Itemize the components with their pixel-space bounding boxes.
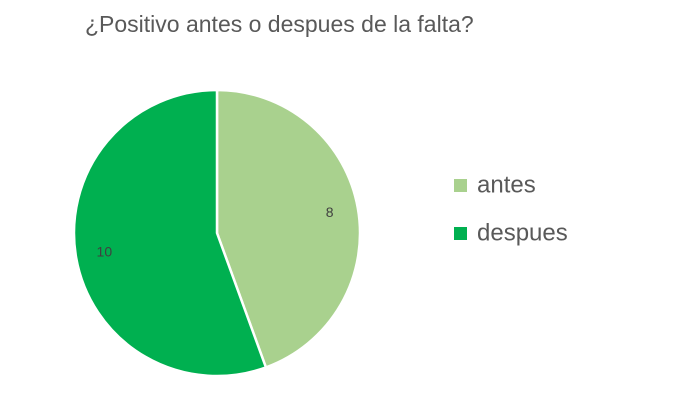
pie-slice (215, 88, 362, 369)
data-label: 10 (97, 244, 113, 260)
legend-swatch (454, 227, 467, 240)
chart-title: ¿Positivo antes o despues de la falta? (85, 11, 474, 37)
data-label: 8 (326, 204, 334, 220)
legend-swatch (454, 179, 467, 192)
legend-label: despues (477, 219, 568, 246)
legend-label: antes (477, 171, 536, 198)
pie-slice (72, 88, 268, 378)
